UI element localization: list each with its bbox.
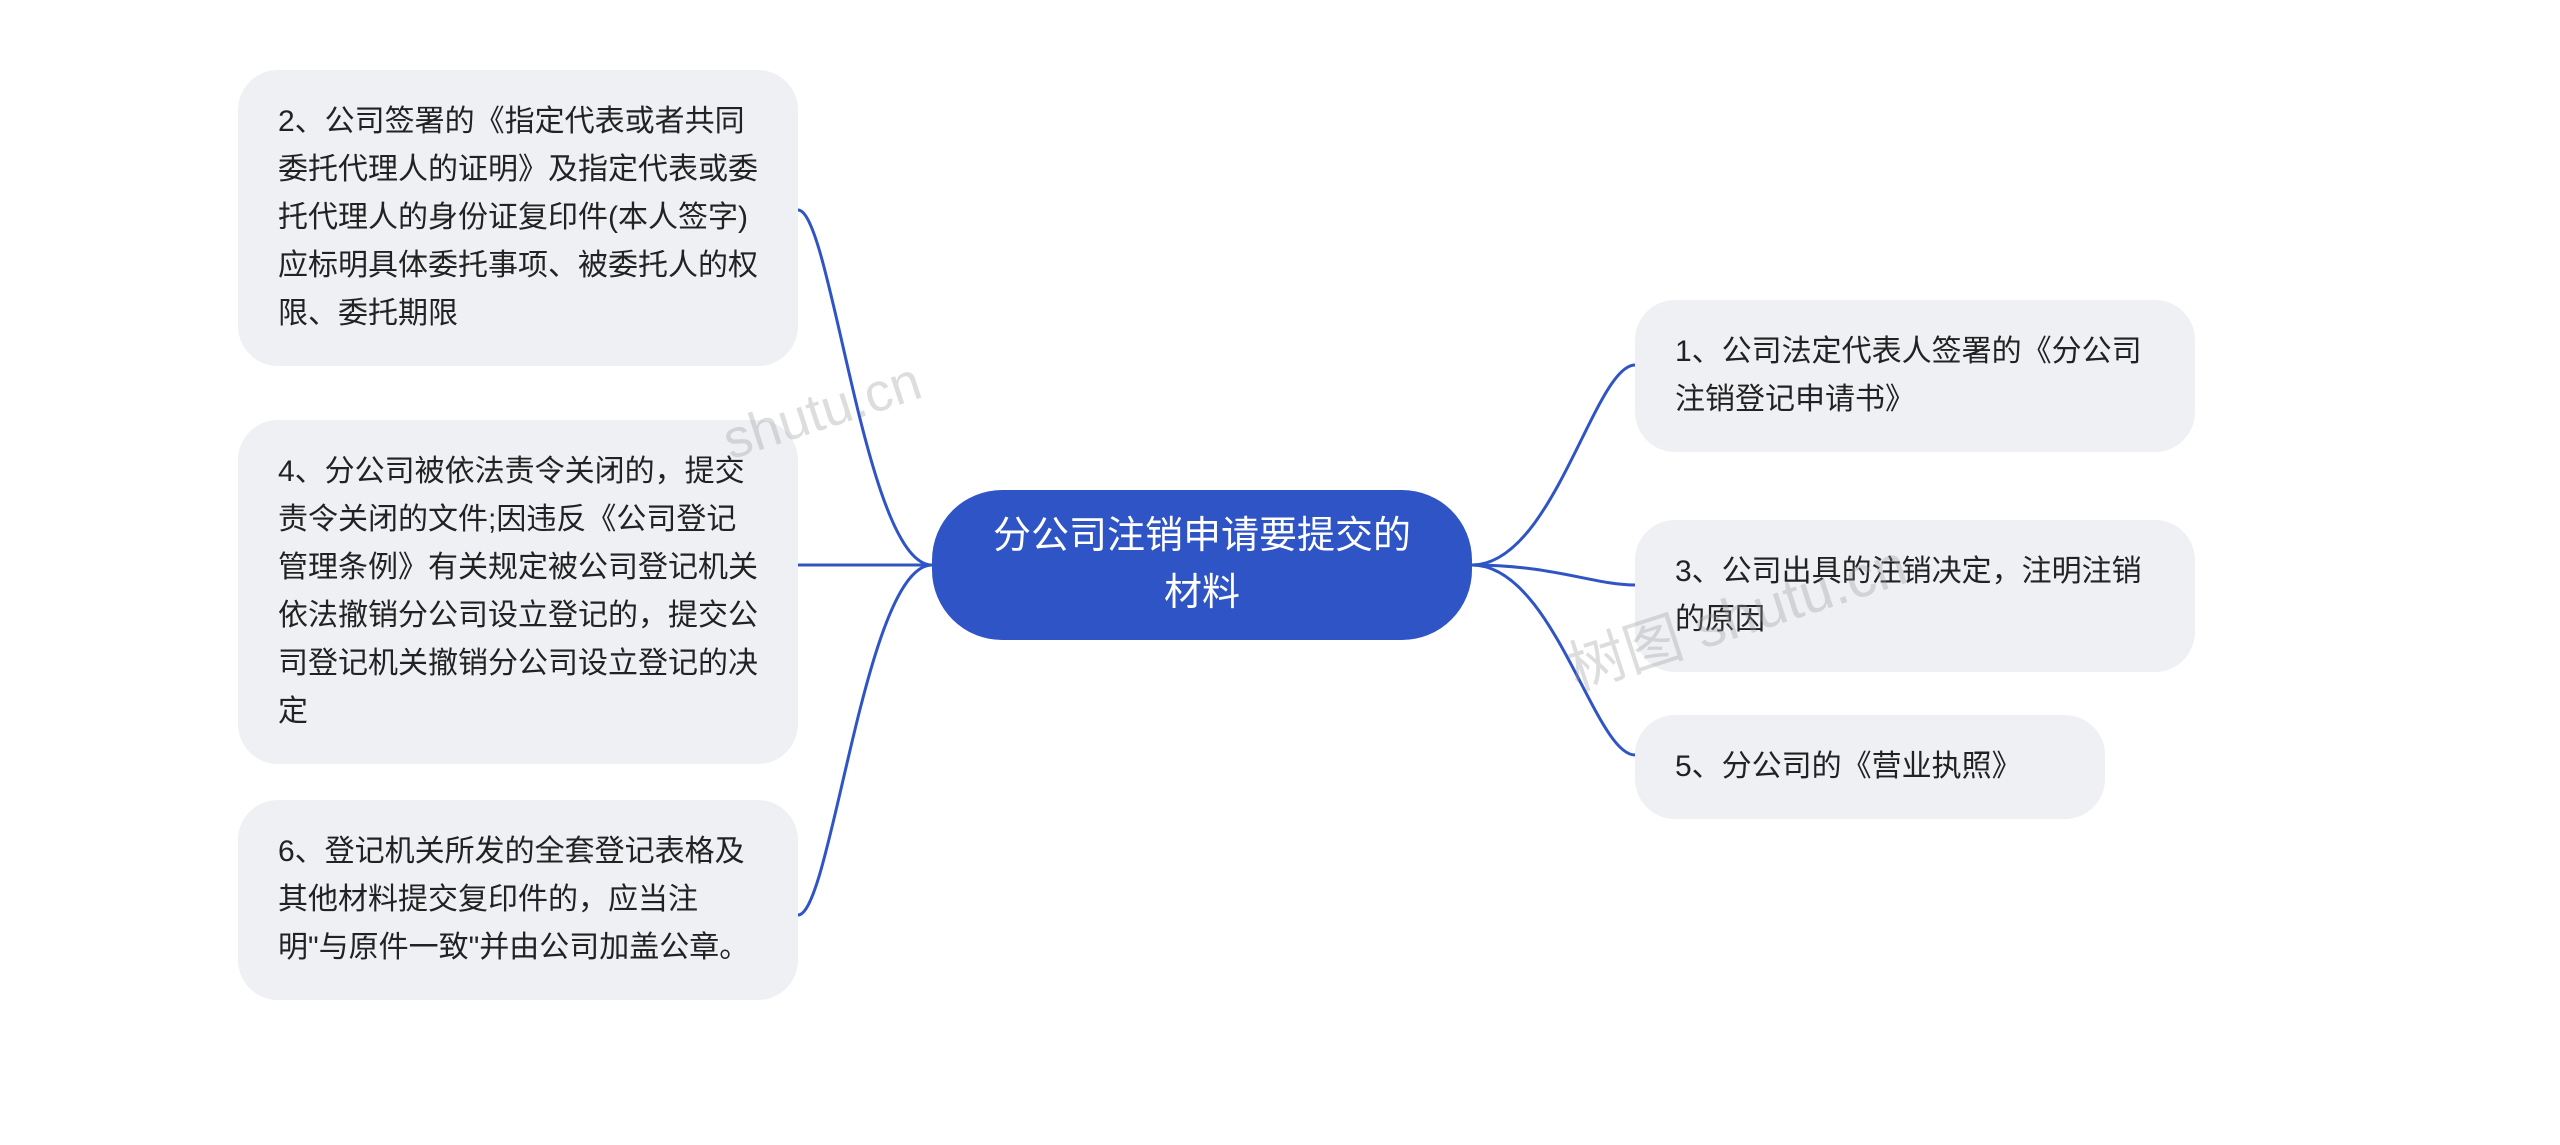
branch-node-item-1: 1、公司法定代表人签署的《分公司注销登记申请书》 xyxy=(1635,300,2195,452)
branch-node-item-3: 3、公司出具的注销决定，注明注销的原因 xyxy=(1635,520,2195,672)
branch-node-text: 3、公司出具的注销决定，注明注销的原因 xyxy=(1675,555,2142,636)
center-node-text: 分公司注销申请要提交的材料 xyxy=(992,508,1412,622)
branch-node-text: 1、公司法定代表人签署的《分公司注销登记申请书》 xyxy=(1675,335,2142,416)
branch-node-text: 2、公司签署的《指定代表或者共同委托代理人的证明》及指定代表或委托代理人的身份证… xyxy=(278,105,758,330)
branch-node-text: 6、登记机关所发的全套登记表格及其他材料提交复印件的，应当注明"与原件一致"并由… xyxy=(278,835,749,964)
branch-node-item-2: 2、公司签署的《指定代表或者共同委托代理人的证明》及指定代表或委托代理人的身份证… xyxy=(238,70,798,366)
branch-node-text: 4、分公司被依法责令关闭的，提交责令关闭的文件;因违反《公司登记管理条例》有关规… xyxy=(278,455,758,728)
branch-node-item-5: 5、分公司的《营业执照》 xyxy=(1635,715,2105,819)
branch-node-text: 5、分公司的《营业执照》 xyxy=(1675,750,2022,783)
center-node: 分公司注销申请要提交的材料 xyxy=(932,490,1472,640)
mindmap-canvas: 分公司注销申请要提交的材料 2、公司签署的《指定代表或者共同委托代理人的证明》及… xyxy=(0,0,2560,1145)
branch-node-item-6: 6、登记机关所发的全套登记表格及其他材料提交复印件的，应当注明"与原件一致"并由… xyxy=(238,800,798,1000)
branch-node-item-4: 4、分公司被依法责令关闭的，提交责令关闭的文件;因违反《公司登记管理条例》有关规… xyxy=(238,420,798,764)
